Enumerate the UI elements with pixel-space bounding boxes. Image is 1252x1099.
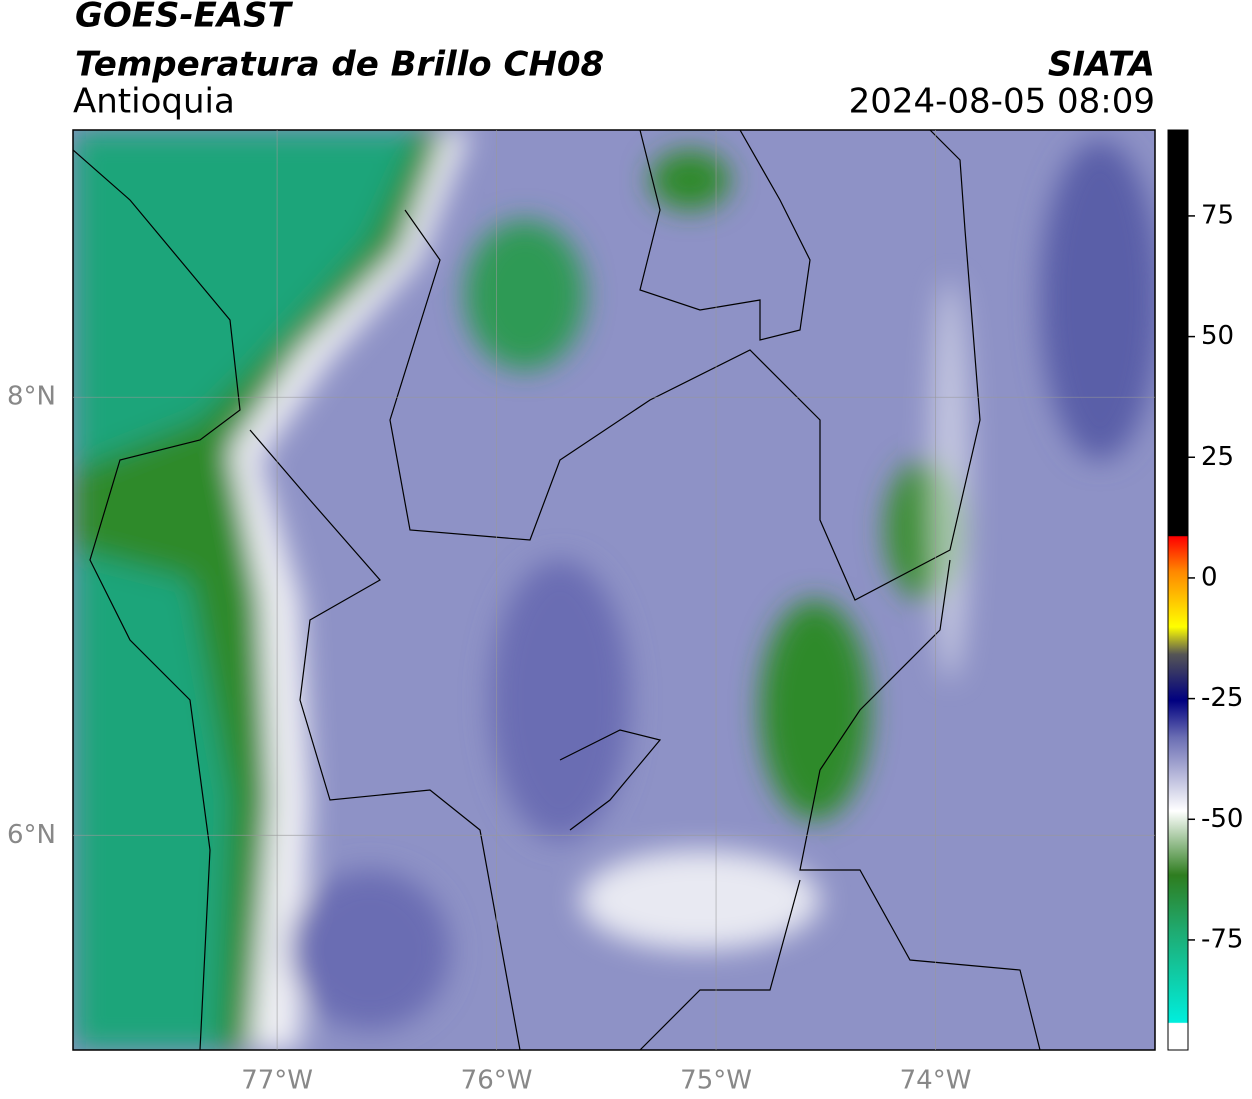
satellite-image: [73, 130, 1155, 1050]
source: SIATA: [1048, 45, 1155, 85]
map-frame: [72, 129, 1156, 1051]
boundary: [639, 130, 811, 341]
coastline: [73, 149, 241, 1050]
colorbar-tick-label: 50: [1201, 321, 1234, 351]
colorbar-tick-label: 75: [1201, 200, 1234, 230]
region: Antioquia: [73, 82, 235, 122]
colorbar: [1167, 129, 1189, 1051]
boundary: [389, 130, 981, 601]
colorbar-tick-label: 0: [1201, 562, 1218, 592]
x-tick-label: 75°W: [680, 1066, 752, 1096]
x-tick-label: 77°W: [241, 1066, 313, 1096]
subtitle: Temperatura de Brillo CH08: [75, 45, 604, 85]
colorbar-tick-label: -50: [1201, 804, 1243, 834]
y-tick-label: 8°N: [7, 382, 56, 412]
colorbar-tick-label: -25: [1201, 683, 1243, 713]
boundary: [249, 429, 521, 1050]
datetime: 2024-08-05 08:09: [849, 82, 1155, 122]
boundary: [799, 559, 1041, 1050]
colorbar-tick-label: 25: [1201, 442, 1234, 472]
y-tick-label: 6°N: [7, 820, 56, 850]
boundary: [559, 729, 801, 1050]
colorbar-tick-label: -75: [1201, 924, 1243, 954]
title: GOES-EAST: [75, 0, 294, 36]
x-tick-label: 74°W: [900, 1066, 972, 1096]
x-tick-label: 76°W: [461, 1066, 533, 1096]
